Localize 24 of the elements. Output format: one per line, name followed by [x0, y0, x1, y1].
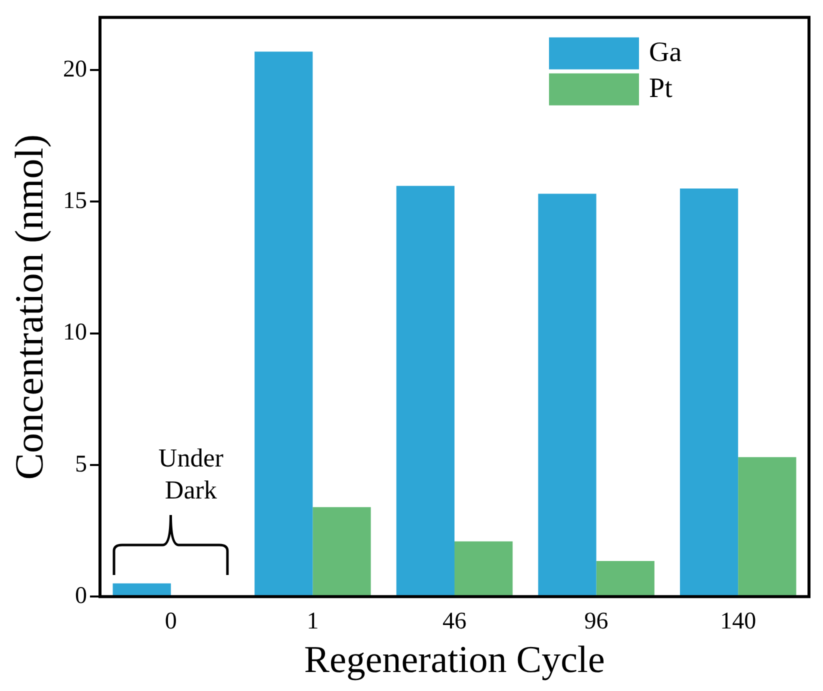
y-tick-label: 15: [63, 188, 87, 214]
bar: [538, 194, 596, 596]
bar: [680, 188, 738, 596]
y-tick-label: 10: [63, 320, 87, 346]
bar: [254, 52, 313, 596]
y-tick-label: 20: [63, 56, 87, 82]
bar: [396, 186, 454, 596]
y-axis-title: Concentration (nmol): [6, 134, 52, 480]
bar: [454, 541, 513, 596]
x-tick-label: 96: [584, 608, 608, 634]
x-tick-label: 0: [164, 608, 177, 634]
x-tick-label: 1: [306, 608, 319, 634]
y-tick-label: 5: [75, 451, 87, 478]
y-tick-label: 0: [75, 582, 87, 609]
bar: [112, 583, 171, 596]
legend-label: Ga: [649, 36, 682, 68]
bar: [312, 507, 371, 596]
bar: [596, 561, 654, 596]
x-tick-label: 46: [442, 608, 466, 634]
x-tick-label: 140: [720, 608, 756, 634]
legend-label: Pt: [649, 72, 673, 104]
x-axis-title: Regeneration Cycle: [304, 639, 605, 682]
bar: [738, 457, 796, 596]
annotation: Under Dark: [158, 444, 224, 505]
